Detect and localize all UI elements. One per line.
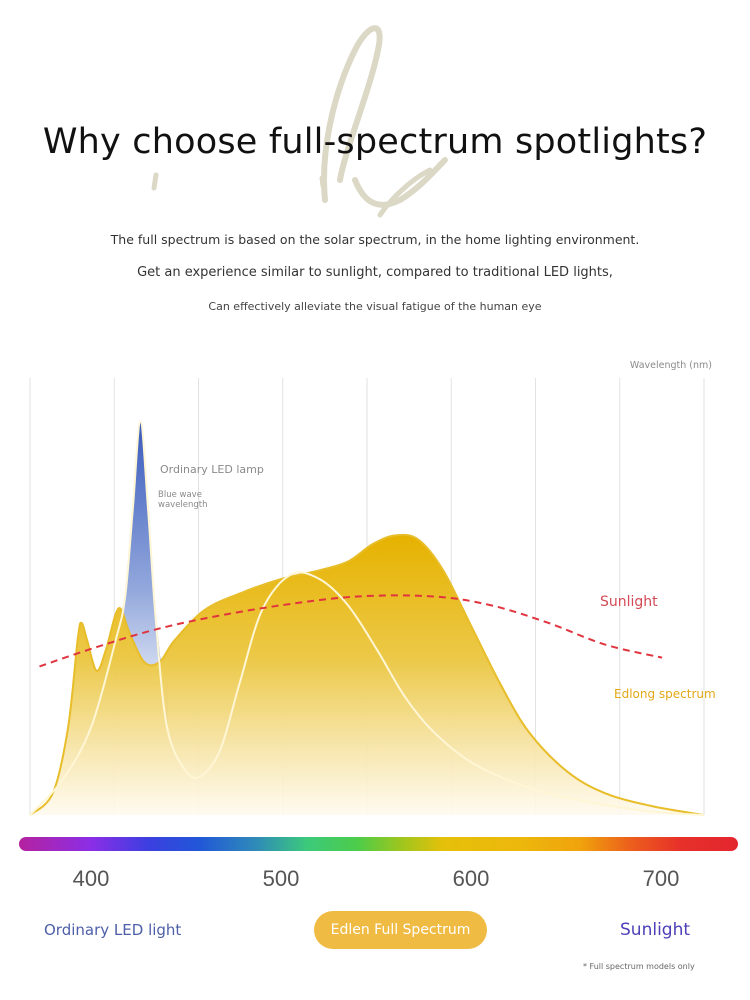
- subtitle-line-1: The full spectrum is based on the solar …: [110, 232, 640, 247]
- series-ordinary-led-line: [29, 420, 705, 816]
- visible-spectrum-color-bar: [19, 837, 738, 851]
- x-axis-title: Wavelength (nm): [629, 360, 712, 371]
- legend-sunlight: Sunlight: [620, 920, 691, 940]
- page-title: Why choose full-spectrum spotlights?: [42, 122, 708, 162]
- label-edlong-spectrum: Edlong spectrum: [614, 687, 716, 701]
- legend-edlen-full-spectrum-badge: Edlen Full Spectrum: [314, 911, 487, 949]
- series-sunlight-dashed: [39, 594, 663, 668]
- x-tick-label: 500: [262, 866, 300, 891]
- series-edlong-line: [29, 533, 705, 816]
- footnote: * Full spectrum models only: [583, 962, 695, 971]
- x-tick-label: 600: [452, 866, 490, 891]
- label-sunlight: Sunlight: [600, 594, 658, 610]
- label-blue-wave: Blue wave wavelength: [158, 490, 208, 510]
- legend-ordinary-led-light: Ordinary LED light: [44, 921, 182, 939]
- subtitle-line-3: Can effectively alleviate the visual fat…: [208, 300, 542, 313]
- subtitle-line-2: Get an experience similar to sunlight, c…: [137, 265, 613, 280]
- series-edlong-area: [30, 534, 704, 815]
- x-tick-label: 400: [72, 866, 110, 891]
- spectrum-chart: [29, 378, 705, 816]
- label-ordinary-led-lamp: Ordinary LED lamp: [160, 463, 264, 476]
- x-tick-label: 700: [642, 866, 680, 891]
- decorative-signature-watermark: [151, 25, 448, 218]
